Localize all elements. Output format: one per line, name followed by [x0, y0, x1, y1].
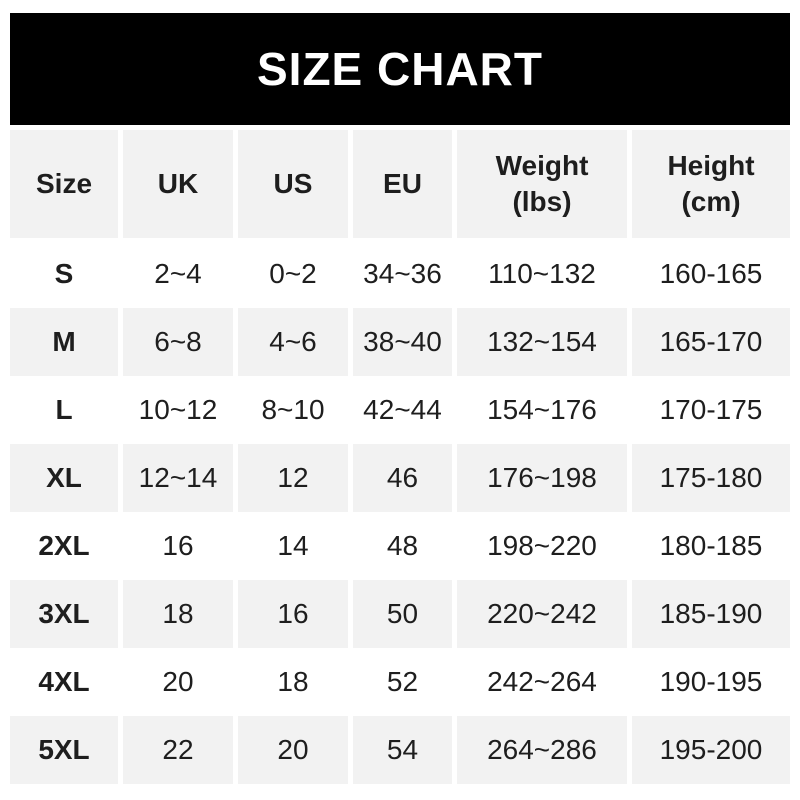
cell-size: XL	[10, 444, 118, 512]
cell-height: 190-195	[632, 648, 790, 716]
cell-us: 18	[238, 648, 348, 716]
cell-us: 12	[238, 444, 348, 512]
cell-eu: 48	[353, 512, 452, 580]
table-row-4xl: 4XL 20 18 52 242~264 190-195	[10, 648, 790, 716]
cell-us: 16	[238, 580, 348, 648]
cell-size: 2XL	[10, 512, 118, 580]
cell-eu: 38~40	[353, 308, 452, 376]
cell-us: 4~6	[238, 308, 348, 376]
cell-height: 165-170	[632, 308, 790, 376]
column-header-eu: EU	[353, 130, 452, 238]
cell-weight: 242~264	[457, 648, 627, 716]
cell-weight: 110~132	[457, 240, 627, 308]
cell-us: 0~2	[238, 240, 348, 308]
cell-size: L	[10, 376, 118, 444]
cell-size: S	[10, 240, 118, 308]
table-row-s: S 2~4 0~2 34~36 110~132 160-165	[10, 240, 790, 308]
table-row-5xl: 5XL 22 20 54 264~286 195-200	[10, 716, 790, 784]
column-header-label: US	[273, 168, 313, 199]
cell-eu: 54	[353, 716, 452, 784]
size-chart-banner: SIZE CHART	[10, 13, 790, 125]
column-header-height: Height (cm)	[632, 130, 790, 238]
column-header-label-line2: (cm)	[681, 186, 741, 217]
cell-uk: 6~8	[123, 308, 233, 376]
cell-uk: 18	[123, 580, 233, 648]
table-row-3xl: 3XL 18 16 50 220~242 185-190	[10, 580, 790, 648]
column-header-weight: Weight (lbs)	[457, 130, 627, 238]
cell-weight: 264~286	[457, 716, 627, 784]
cell-uk: 10~12	[123, 376, 233, 444]
cell-us: 20	[238, 716, 348, 784]
cell-uk: 16	[123, 512, 233, 580]
table-row-xl: XL 12~14 12 46 176~198 175-180	[10, 444, 790, 512]
cell-height: 160-165	[632, 240, 790, 308]
table-row-m: M 6~8 4~6 38~40 132~154 165-170	[10, 308, 790, 376]
column-header-us: US	[238, 130, 348, 238]
table-row-l: L 10~12 8~10 42~44 154~176 170-175	[10, 376, 790, 444]
cell-weight: 132~154	[457, 308, 627, 376]
column-header-label: Size	[35, 168, 93, 199]
cell-height: 195-200	[632, 716, 790, 784]
cell-uk: 12~14	[123, 444, 233, 512]
cell-height: 185-190	[632, 580, 790, 648]
cell-height: 170-175	[632, 376, 790, 444]
cell-height: 175-180	[632, 444, 790, 512]
cell-us: 14	[238, 512, 348, 580]
cell-size: 3XL	[10, 580, 118, 648]
size-chart-title: SIZE CHART	[257, 43, 543, 95]
cell-eu: 46	[353, 444, 452, 512]
cell-weight: 198~220	[457, 512, 627, 580]
column-header-label: UK	[157, 168, 199, 199]
column-header-uk: UK	[123, 130, 233, 238]
cell-eu: 52	[353, 648, 452, 716]
cell-us: 8~10	[238, 376, 348, 444]
table-header-row: Size UK US EU Weight (lbs) Height (cm)	[10, 130, 790, 238]
cell-weight: 176~198	[457, 444, 627, 512]
table-row-2xl: 2XL 16 14 48 198~220 180-185	[10, 512, 790, 580]
cell-height: 180-185	[632, 512, 790, 580]
cell-eu: 34~36	[353, 240, 452, 308]
column-header-label: EU	[383, 168, 422, 199]
cell-uk: 22	[123, 716, 233, 784]
cell-size: M	[10, 308, 118, 376]
cell-eu: 42~44	[353, 376, 452, 444]
column-header-label-line1: Height	[667, 150, 755, 181]
size-table: Size UK US EU Weight (lbs) Height (cm) S…	[10, 130, 790, 784]
cell-size: 5XL	[10, 716, 118, 784]
cell-weight: 220~242	[457, 580, 627, 648]
cell-size: 4XL	[10, 648, 118, 716]
cell-uk: 20	[123, 648, 233, 716]
cell-uk: 2~4	[123, 240, 233, 308]
column-header-label-line2: (lbs)	[512, 186, 572, 217]
cell-eu: 50	[353, 580, 452, 648]
column-header-size: Size	[10, 130, 118, 238]
cell-weight: 154~176	[457, 376, 627, 444]
column-header-label-line1: Weight	[495, 150, 589, 181]
